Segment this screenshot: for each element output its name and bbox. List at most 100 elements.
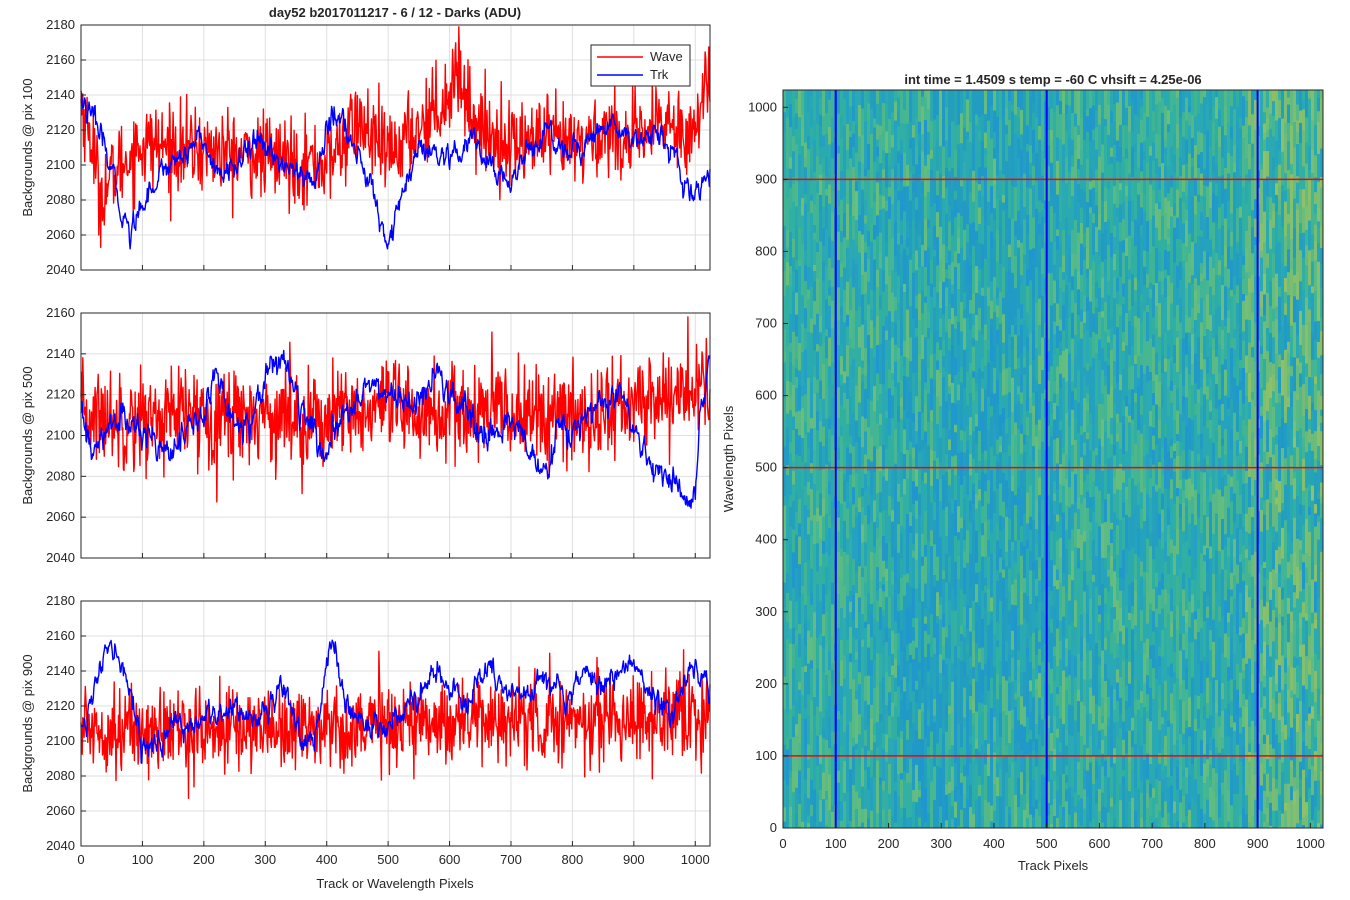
heatmap-cell	[1110, 318, 1113, 328]
heatmap-cell	[948, 410, 951, 430]
heatmap-cell	[1179, 530, 1182, 539]
heatmap-cell	[972, 313, 975, 326]
heatmap-cell	[1098, 664, 1101, 682]
heatmap-cell	[894, 402, 897, 430]
heatmap-cell	[1131, 694, 1134, 718]
heatmap-cell	[1011, 798, 1014, 828]
heatmap-cell	[882, 748, 885, 781]
heatmap-cell	[1161, 180, 1164, 217]
heatmap-cell	[1080, 559, 1083, 582]
series-line-trk	[80, 639, 711, 764]
heatmap-cell	[840, 556, 843, 579]
heatmap-cell	[816, 252, 819, 279]
heatmap-cell	[864, 431, 867, 455]
heatmap-cell	[942, 175, 945, 199]
heatmap-cell	[792, 716, 795, 738]
heatmap-cell	[1143, 760, 1146, 784]
heatmap-cell	[804, 382, 807, 395]
heatmap-cell	[801, 627, 804, 640]
heatmap-cell	[1023, 726, 1026, 756]
heatmap-cell	[894, 633, 897, 659]
heatmap-cell	[942, 675, 945, 708]
heatmap-cell	[849, 556, 852, 582]
heatmap-cell	[894, 271, 897, 297]
heatmap-cell	[1017, 651, 1020, 661]
heatmap-cell	[894, 310, 897, 323]
heatmap-cell	[840, 776, 843, 802]
heatmap-cell	[1014, 605, 1017, 613]
heatmap-cell	[978, 500, 981, 533]
heatmap-cell	[1101, 233, 1104, 262]
heatmap-cell	[915, 533, 918, 560]
heatmap-cell	[1173, 767, 1176, 802]
heatmap-cell	[915, 680, 918, 690]
heatmap-cell	[930, 593, 933, 615]
heatmap-cell	[1164, 777, 1167, 802]
heatmap-cell	[1167, 481, 1170, 490]
heatmap-cell	[837, 153, 840, 180]
heatmap-cell	[996, 592, 999, 623]
heatmap-image	[783, 90, 1323, 828]
heatmap-cell	[1083, 808, 1086, 828]
heatmap-cell	[906, 710, 909, 721]
heatmap-cell	[903, 109, 906, 125]
heatmap-cell	[1164, 801, 1167, 828]
heatmap-cell	[1122, 482, 1125, 503]
heatmap-cell	[1155, 586, 1158, 609]
heatmap-cell	[849, 158, 852, 180]
heatmap-cell	[1044, 277, 1047, 294]
heatmap-cell	[852, 206, 855, 217]
heatmap-cell	[789, 628, 792, 644]
heatmap-cell	[1086, 385, 1089, 394]
heatmap-cell	[999, 233, 1002, 264]
heatmap-cell	[1059, 742, 1062, 753]
heatmap-cell	[1014, 255, 1017, 289]
heatmap-cell	[1035, 117, 1038, 141]
heatmap-cell	[894, 822, 897, 828]
heatmap-cell	[1071, 736, 1074, 761]
heatmap-cell	[1158, 709, 1161, 730]
heatmap-cell	[873, 385, 876, 412]
heatmap-cell	[813, 366, 816, 377]
heatmap-cell	[870, 320, 873, 349]
heatmap-cell	[1080, 798, 1083, 827]
heatmap-cell	[1092, 357, 1095, 380]
heatmap-cell	[1041, 337, 1044, 371]
heatmap-cell	[1086, 169, 1089, 203]
heatmap-cell	[972, 325, 975, 339]
heatmap-cell	[1143, 642, 1146, 655]
heatmap-cell	[1029, 786, 1032, 815]
heatmap-cell	[795, 679, 798, 703]
heatmap-cell	[1167, 330, 1170, 345]
heatmap-cell	[1098, 124, 1101, 157]
heatmap-cell	[1029, 636, 1032, 662]
heatmap-cell	[825, 791, 828, 800]
heatmap-cell	[933, 672, 936, 699]
heatmap-cell	[918, 266, 921, 294]
heatmap-cell	[900, 235, 903, 245]
heatmap-cell	[942, 659, 945, 676]
heatmap-cell	[858, 597, 861, 613]
heatmap-cell	[1119, 728, 1122, 751]
heatmap-cell	[1089, 687, 1092, 714]
heatmap-cell	[867, 103, 870, 120]
heatmap-cell	[981, 244, 984, 269]
heatmap-cell	[966, 628, 969, 644]
series-line-wave	[80, 649, 711, 799]
heatmap-cell	[795, 535, 798, 569]
heatmap-cell	[831, 731, 834, 746]
heatmap-cell	[1101, 297, 1104, 312]
heatmap-cell	[861, 90, 864, 109]
heatmap-cell	[999, 684, 1002, 713]
heatmap-cell	[915, 443, 918, 470]
heatmap-cell	[972, 666, 975, 679]
heatmap-cell	[942, 462, 945, 476]
heatmap-cell	[1074, 692, 1077, 721]
heatmap-cell	[1137, 680, 1140, 700]
heatmap-cell	[813, 225, 816, 233]
heatmap-cell	[1167, 359, 1170, 387]
heatmap-cell	[1020, 526, 1023, 543]
heatmap-cell	[1071, 195, 1074, 230]
heatmap-cell	[1170, 187, 1173, 207]
heatmap-cell	[798, 498, 801, 524]
